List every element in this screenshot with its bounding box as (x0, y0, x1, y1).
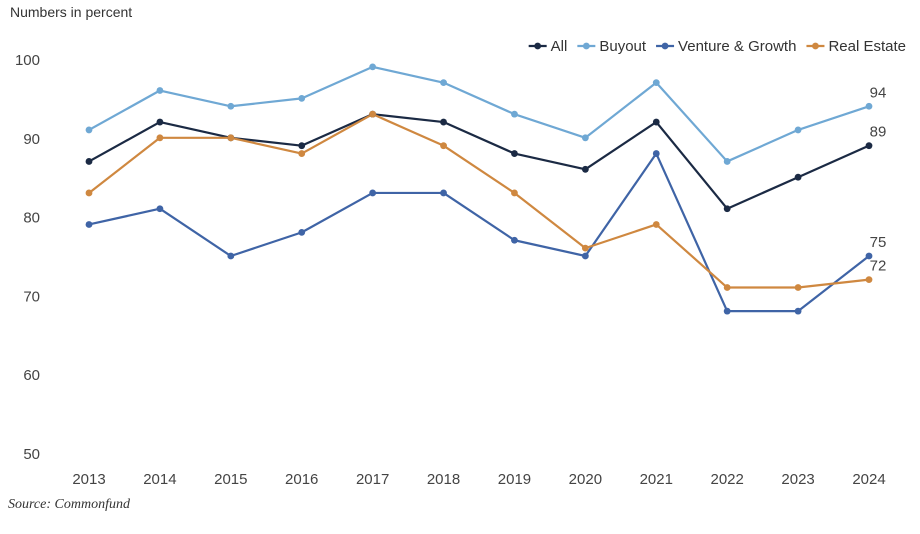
y-axis-ticks: 50 60 70 80 90 100 (15, 52, 40, 463)
data-point-all (652, 118, 660, 126)
data-point-venture-growth (794, 307, 802, 315)
x-tick-label: 2014 (143, 471, 176, 488)
data-point-all (794, 173, 802, 181)
x-tick-label: 2024 (852, 471, 885, 488)
data-point-all (298, 142, 306, 150)
end-label-buyout: 94 (870, 84, 887, 101)
data-point-buyout (85, 126, 93, 134)
x-tick-label: 2018 (427, 471, 460, 488)
data-point-real-estate (865, 276, 873, 284)
data-point-venture-growth (227, 252, 235, 260)
x-tick-label: 2021 (640, 471, 673, 488)
data-point-all (511, 150, 518, 157)
data-point-all (156, 118, 164, 126)
data-point-real-estate (652, 221, 660, 228)
series-line-all (88, 113, 870, 210)
x-tick-label: 2017 (356, 471, 389, 488)
x-tick-label: 2023 (781, 471, 814, 488)
data-point-venture-growth (156, 205, 164, 213)
series-line-venture-growth (88, 152, 870, 313)
data-point-real-estate (85, 189, 93, 197)
source-note: Source: Commonfund (8, 497, 130, 512)
y-tick-label: 70 (23, 288, 40, 305)
legend-item-buyout: Buyout (577, 38, 647, 55)
series-line-buyout (88, 65, 870, 163)
data-point-venture-growth (85, 221, 93, 228)
x-tick-label: 2015 (214, 471, 247, 488)
y-tick-label: 90 (23, 131, 40, 148)
data-point-real-estate (794, 284, 802, 291)
end-labels: 94 89 75 72 (870, 84, 887, 274)
data-point-buyout (723, 158, 731, 165)
data-point-all (85, 158, 93, 165)
data-point-real-estate (511, 189, 518, 197)
data-point-all (865, 142, 873, 150)
series-line-real-estate (88, 113, 870, 289)
series-points (85, 63, 873, 315)
data-point-real-estate (440, 142, 447, 150)
legend-label: All (551, 38, 568, 55)
data-point-buyout (369, 63, 377, 71)
legend-item-all: All (528, 38, 568, 55)
legend-item-venture-growth: Venture & Growth (656, 38, 796, 55)
legend-label: Venture & Growth (678, 38, 796, 55)
x-tick-label: 2019 (498, 471, 531, 488)
end-label-venture-growth: 75 (870, 234, 887, 251)
data-point-buyout (156, 87, 164, 94)
data-point-real-estate (298, 150, 306, 157)
data-point-real-estate (581, 244, 589, 252)
data-point-venture-growth (298, 228, 306, 236)
data-point-venture-growth (369, 189, 377, 197)
data-point-real-estate (227, 134, 235, 142)
data-point-buyout (440, 79, 447, 87)
end-label-all: 89 (870, 124, 887, 141)
x-tick-label: 2016 (285, 471, 318, 488)
y-axis-label: Numbers in percent (10, 4, 133, 20)
data-point-venture-growth (723, 307, 731, 315)
y-tick-label: 80 (23, 210, 40, 227)
data-point-all (581, 165, 589, 173)
end-label-real-estate: 72 (870, 258, 887, 275)
data-point-buyout (794, 126, 802, 134)
series-lines (88, 65, 870, 313)
data-point-venture-growth (865, 252, 873, 260)
data-point-venture-growth (511, 236, 518, 244)
data-point-buyout (227, 102, 235, 110)
data-point-buyout (298, 95, 306, 102)
legend-swatch-dot (661, 42, 669, 50)
data-point-real-estate (156, 134, 164, 142)
legend-label: Buyout (599, 38, 647, 55)
data-point-all (723, 205, 731, 213)
legend-swatch-dot (582, 42, 590, 50)
x-tick-label: 2020 (569, 471, 602, 488)
data-point-buyout (652, 79, 660, 87)
legend-swatch-dot (812, 42, 819, 50)
data-point-buyout (511, 110, 518, 118)
legend-label: Real Estate (828, 38, 906, 55)
legend: Real Estate Venture & Growth Buyout All (528, 38, 906, 55)
data-point-buyout (865, 102, 873, 110)
x-axis-ticks: 2013 2014 2015 2016 2017 2018 2019 2020 2021 2022… (72, 471, 885, 488)
x-tick-label: 2013 (72, 471, 105, 488)
y-tick-label: 50 (23, 446, 40, 463)
legend-swatch-dot (534, 42, 542, 50)
y-tick-label: 100 (15, 52, 40, 69)
legend-item-real-estate: Real Estate (806, 38, 906, 55)
y-tick-label: 60 (23, 367, 40, 384)
data-point-buyout (581, 134, 589, 142)
data-point-all (440, 118, 447, 126)
data-point-real-estate (369, 110, 377, 118)
data-point-real-estate (723, 284, 731, 291)
data-point-venture-growth (440, 189, 447, 197)
data-point-venture-growth (652, 150, 660, 157)
x-tick-label: 2022 (710, 471, 743, 488)
data-point-venture-growth (581, 252, 589, 260)
